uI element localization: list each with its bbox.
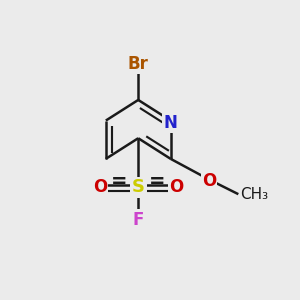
Text: Br: Br bbox=[128, 55, 149, 73]
Text: F: F bbox=[133, 211, 144, 229]
Text: O: O bbox=[93, 178, 107, 196]
Text: =: = bbox=[149, 172, 166, 191]
Text: =: = bbox=[111, 172, 127, 191]
Text: CH₃: CH₃ bbox=[240, 187, 268, 202]
Text: N: N bbox=[164, 114, 178, 132]
Text: S: S bbox=[132, 178, 145, 196]
Text: O: O bbox=[202, 172, 216, 190]
Text: O: O bbox=[169, 178, 184, 196]
